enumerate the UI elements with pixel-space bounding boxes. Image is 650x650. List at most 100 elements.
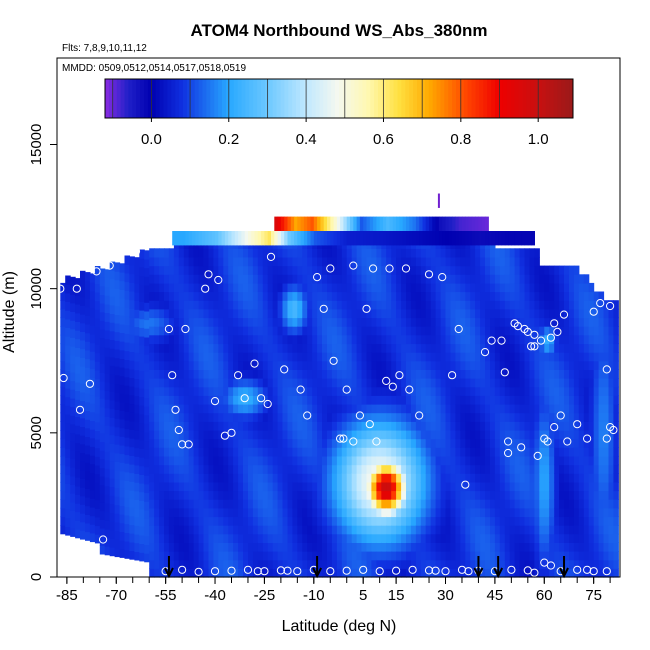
heat-cell: [248, 265, 254, 275]
heat-cell: [613, 326, 619, 336]
heat-cell: [262, 499, 269, 509]
heat-cell: [406, 343, 412, 353]
heat-cell: [297, 274, 303, 284]
heat-cell: [613, 421, 619, 431]
heat-cell: [499, 525, 506, 535]
heat-cell: [183, 542, 190, 552]
heat-cell: [104, 278, 111, 288]
heat-cell: [539, 404, 545, 414]
heat-cell: [386, 274, 392, 284]
heat-cell: [470, 369, 476, 379]
heat-cell: [564, 481, 570, 492]
heat-cell: [282, 473, 288, 483]
heat-cell: [396, 386, 402, 396]
heat-cell: [593, 499, 600, 509]
heat-cell: [282, 516, 288, 526]
heat-cell: [144, 302, 150, 312]
heat-cell: [336, 248, 343, 258]
heat-cell: [75, 338, 81, 348]
heat-cell: [564, 525, 570, 535]
heat-cell: [613, 300, 619, 310]
heat-cell: [450, 308, 456, 319]
colorbar-swatch: [194, 79, 200, 118]
heat-cell: [277, 568, 284, 578]
heat-cell: [252, 516, 259, 526]
heat-cell: [430, 334, 437, 345]
heat-cell: [257, 326, 264, 336]
heat-cell: [415, 525, 422, 535]
heat-cell: [183, 568, 190, 578]
heat-cell: [238, 386, 244, 396]
heat-cell: [401, 404, 407, 414]
heat-cell: [578, 343, 585, 353]
heat-cell: [317, 525, 323, 535]
heat-cell: [89, 455, 96, 465]
heat-cell: [554, 516, 560, 526]
heat-cell: [346, 559, 353, 569]
heat-cell: [168, 412, 175, 422]
heat-cell: [208, 317, 214, 327]
heat-cell: [470, 360, 476, 370]
heat-cell: [583, 352, 590, 362]
heat-cell: [164, 334, 170, 345]
heat-cell: [183, 559, 190, 569]
heat-cell: [322, 378, 328, 388]
upper-band-cell: [290, 231, 295, 246]
heat-cell: [485, 274, 491, 284]
heat-cell: [297, 326, 303, 336]
heat-cell: [490, 490, 496, 500]
heat-cell: [257, 481, 264, 492]
heat-cell: [282, 568, 288, 578]
heat-cell: [376, 464, 382, 474]
heat-cell: [406, 404, 412, 414]
heat-cell: [252, 256, 259, 267]
heat-cell: [159, 274, 165, 284]
heat-cell: [188, 533, 195, 543]
heat-cell: [139, 396, 145, 406]
heat-cell: [114, 496, 121, 506]
upper-band-cell: [215, 231, 219, 246]
heat-cell: [346, 455, 353, 466]
heat-cell: [262, 300, 269, 310]
heat-cell: [252, 282, 259, 293]
heat-cell: [193, 395, 200, 405]
heat-cell: [396, 300, 402, 310]
heat-cell: [307, 551, 313, 561]
heat-cell: [144, 501, 150, 511]
heat-cell: [425, 447, 432, 457]
heat-cell: [381, 430, 387, 440]
heat-cell: [396, 265, 402, 275]
heat-cell: [208, 455, 214, 466]
heat-cell: [381, 291, 387, 301]
heat-cell: [415, 282, 422, 293]
colorbar-tick-label: 0.8: [450, 131, 471, 148]
heat-cell: [440, 378, 447, 388]
heat-cell: [529, 421, 535, 431]
heat-cell: [89, 290, 96, 300]
heat-cell: [238, 412, 244, 422]
heat-cell: [480, 559, 486, 569]
heat-cell: [336, 352, 343, 362]
heat-cell: [465, 343, 471, 353]
heat-cell: [317, 248, 323, 258]
heat-cell: [257, 317, 264, 327]
sample-point: [234, 371, 243, 380]
arrow-head: [312, 567, 322, 579]
heat-cell: [257, 464, 264, 474]
heat-cell: [514, 326, 521, 336]
heat-cell: [277, 378, 284, 388]
heat-cell: [149, 282, 155, 293]
heat-cell: [544, 378, 550, 388]
heat-cell: [109, 460, 116, 470]
heat-cell: [460, 490, 466, 500]
top-strip-cell: [435, 216, 440, 231]
heat-cell: [485, 490, 491, 500]
heat-cell: [292, 421, 298, 431]
heat-cell: [564, 308, 570, 319]
heat-cell: [203, 265, 209, 275]
heat-cell: [85, 393, 91, 403]
heat-cell: [440, 404, 447, 414]
heat-cell: [425, 568, 432, 578]
heat-cell: [391, 369, 397, 379]
heat-cell: [228, 499, 234, 509]
